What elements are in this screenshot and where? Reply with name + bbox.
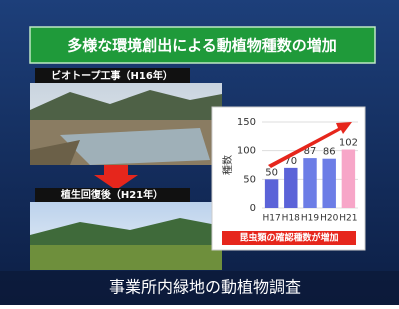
x-tick-label: H18 — [282, 214, 300, 224]
value-label: 86 — [323, 147, 336, 158]
bar — [342, 150, 355, 208]
x-tick-label: H21 — [339, 214, 357, 224]
y-axis-label: 種数 — [221, 155, 234, 175]
x-tick-label: H19 — [301, 214, 319, 224]
x-tick-label: H17 — [262, 214, 280, 224]
bar — [284, 168, 297, 208]
photo-label: ビオトープ工事（H16年） — [51, 69, 173, 82]
photo-construction — [30, 83, 222, 165]
value-label: 50 — [265, 167, 278, 178]
chart-caption: 昆虫類の確認種数が増加 — [239, 232, 338, 244]
slide: 多様な環境創出による動植物種数の増加 ビオトープ工事（H16年） 植生回復後（H… — [0, 0, 399, 305]
photo-label: 植生回復後（H21年） — [60, 188, 163, 201]
slide-title: 多様な環境創出による動植物種数の増加 — [67, 37, 337, 55]
y-tick-label: 50 — [243, 174, 256, 185]
footer-caption: 事業所内緑地の動植物調査 — [109, 278, 301, 297]
x-tick-label: H20 — [320, 214, 338, 224]
value-label: 102 — [339, 138, 358, 149]
bar — [322, 159, 335, 208]
y-tick-label: 0 — [250, 203, 256, 214]
y-tick-label: 150 — [237, 117, 256, 128]
bar — [265, 179, 278, 208]
y-tick-label: 100 — [237, 146, 256, 157]
bar — [303, 158, 316, 208]
photo-vegetation — [30, 202, 222, 270]
